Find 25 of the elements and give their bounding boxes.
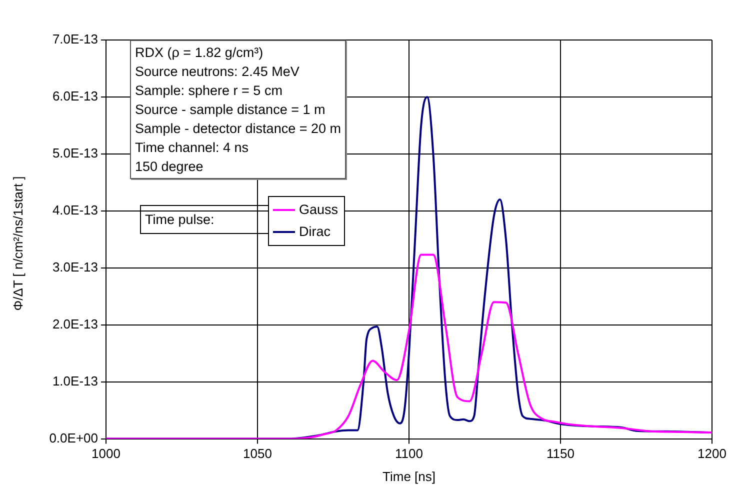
y-axis-title: Φ/ΔT [ n/cm²/ns/1start ] <box>10 175 26 313</box>
y-tick-label: 6.0E-13 <box>52 88 98 104</box>
legend-label: Gauss <box>298 201 338 219</box>
x-axis-title: Time [ns] <box>382 468 436 484</box>
y-tick-label: 0.0E+00 <box>49 430 98 446</box>
legend-label: Dirac <box>298 223 332 241</box>
annotation: Source - sample distance = 1 m <box>135 102 326 117</box>
y-tick-label: 2.0E-13 <box>52 316 98 332</box>
x-tick-label: 1200 <box>698 446 726 462</box>
annotation: 150 degree <box>135 159 204 174</box>
annotation: RDX (ρ = 1.82 g/cm³) <box>135 45 264 60</box>
annotation: Source neutrons: 2.45 MeV <box>135 64 300 79</box>
annotation: Sample: sphere r = 5 cm <box>135 83 282 98</box>
y-tick-label: 5.0E-13 <box>52 146 98 161</box>
x-tick-label: 1000 <box>92 446 120 462</box>
y-tick-label: 3.0E-13 <box>52 259 98 274</box>
x-tick-label: 1100 <box>395 446 423 462</box>
x-tick-label: 1050 <box>243 446 272 462</box>
x-tick-label: 1150 <box>546 446 574 462</box>
annotation: Time channel: 4 ns <box>135 140 249 155</box>
annotation: Sample - detector distance = 20 m <box>135 121 341 136</box>
y-tick-label: 7.0E-13 <box>52 32 98 47</box>
legend-title: Time pulse: <box>140 205 270 234</box>
y-tick-label: 4.0E-13 <box>52 202 98 218</box>
y-tick-label: 1.0E-13 <box>52 373 98 388</box>
